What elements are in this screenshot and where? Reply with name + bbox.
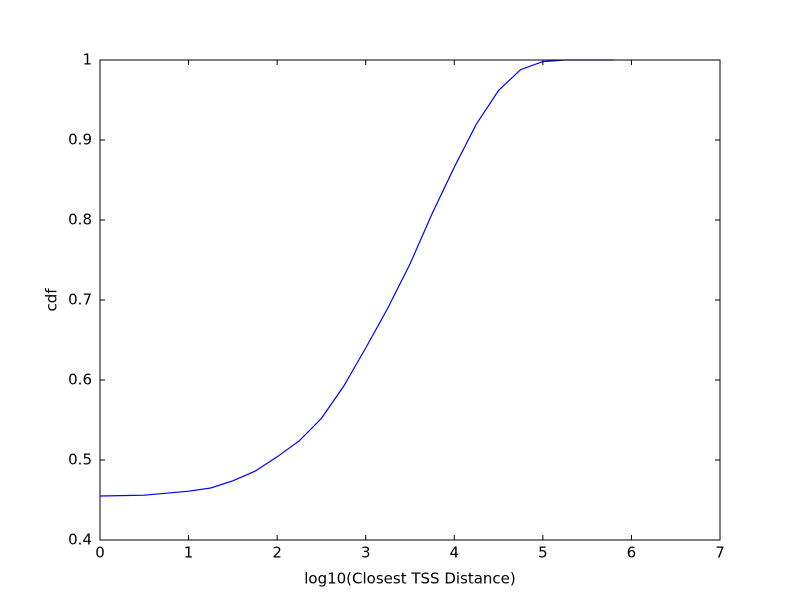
y-tick-label: 0.4 [68, 531, 92, 549]
x-tick-label: 0 [95, 544, 105, 562]
x-tick-label: 7 [715, 544, 725, 562]
y-tick-label: 0.6 [68, 371, 92, 389]
x-tick-label: 6 [627, 544, 637, 562]
plot-frame [99, 59, 721, 541]
y-tick-label: 0.5 [68, 451, 92, 469]
x-tick-label: 2 [272, 544, 282, 562]
y-tick-label: 0.8 [68, 211, 92, 229]
line-series [99, 59, 614, 497]
y-axis-label: cdf [43, 288, 61, 312]
y-tick-label: 0.9 [68, 131, 92, 149]
x-tick-label: 5 [538, 544, 548, 562]
x-tick-label: 1 [184, 544, 194, 562]
x-tick-label: 4 [450, 544, 460, 562]
x-tick-label: 3 [361, 544, 371, 562]
y-tick-label: 0.7 [68, 291, 92, 309]
x-axis-label: log10(Closest TSS Distance) [304, 570, 516, 588]
y-tick-label: 1 [82, 51, 92, 69]
